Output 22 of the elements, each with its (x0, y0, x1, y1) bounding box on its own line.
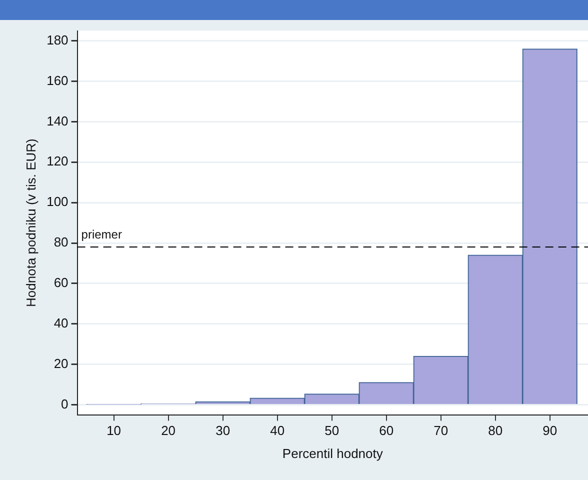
y-tick-label: 60 (54, 275, 68, 290)
x-tick-label: 60 (379, 423, 394, 438)
x-tick-label: 50 (324, 423, 340, 438)
x-tick-label: 80 (488, 423, 503, 438)
x-tick-label: 40 (270, 423, 285, 438)
y-tick-label: 180 (46, 32, 68, 48)
y-axis-title: Hodnota podniku (v tis. EUR) (23, 138, 38, 307)
y-tick-label: 140 (46, 113, 68, 128)
x-tick-label: 20 (161, 423, 176, 438)
y-tick-label: 100 (46, 194, 68, 210)
y-tick-label: 20 (54, 356, 68, 371)
ref-line-label: priemer (81, 227, 122, 242)
x-axis-title: Percentil hodnoty (282, 446, 384, 461)
x-tick-label: 70 (434, 423, 448, 438)
y-tick-label: 80 (54, 234, 68, 250)
y-tick-label: 160 (46, 72, 68, 88)
x-tick-label: 90 (542, 423, 558, 438)
x-tick-label: 10 (106, 423, 122, 438)
y-tick-label: 0 (61, 396, 68, 412)
x-tick-label: 30 (216, 423, 230, 438)
y-tick-label: 40 (54, 315, 68, 330)
y-tick-label: 120 (46, 154, 68, 169)
